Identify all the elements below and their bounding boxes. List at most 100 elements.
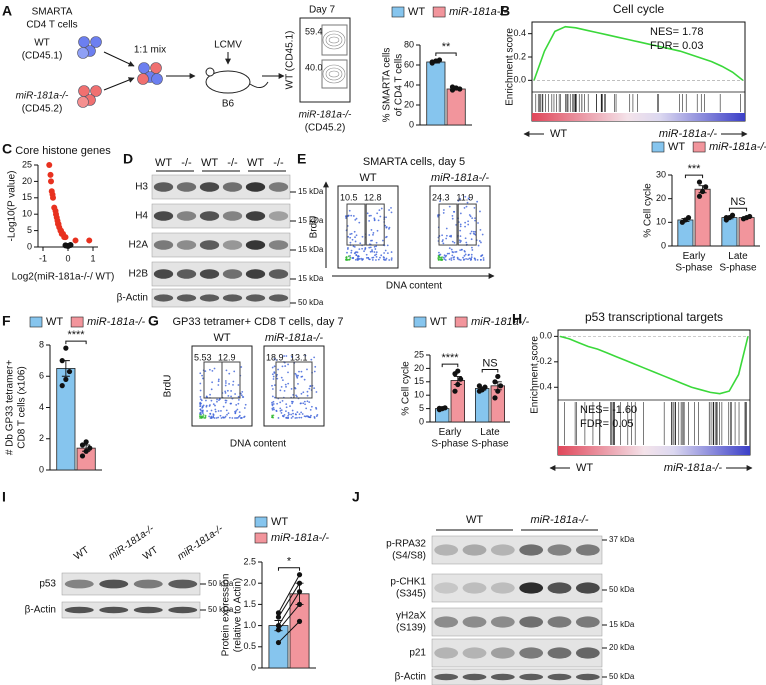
- flow-dot: [466, 201, 469, 204]
- flow-dot: [477, 244, 480, 247]
- flow-dot: [440, 259, 443, 261]
- flow-dot: [217, 416, 220, 419]
- significance-bracket: [65, 340, 87, 345]
- flow-dot: [211, 381, 214, 384]
- flow-dot: [455, 250, 458, 253]
- chart-title: p53 transcriptional targets: [585, 310, 723, 324]
- flow-dot: [227, 412, 230, 415]
- flow-dot: [464, 250, 466, 253]
- flow-dot: [210, 409, 213, 412]
- legend-swatch: [29, 316, 43, 328]
- data-point: [72, 237, 79, 244]
- flow-dot: [390, 258, 393, 261]
- data-point: [458, 376, 464, 382]
- mouse-ear: [205, 67, 215, 77]
- legend-label: WT: [668, 141, 685, 153]
- blot-band: [199, 240, 220, 250]
- y-tick-label: -0.2: [536, 356, 552, 366]
- label: WT: [550, 128, 567, 140]
- cell-icon: [90, 36, 102, 48]
- cell-icon: [137, 73, 149, 85]
- flow-dot: [313, 370, 316, 373]
- bar: [474, 388, 490, 423]
- flow-dot: [367, 256, 370, 259]
- flow-dot: [212, 414, 215, 416]
- y-axis-label: CD8 T cells (x106): [17, 366, 28, 448]
- blot-band: [99, 606, 129, 614]
- y-axis-label: of CD4 T cells: [394, 54, 405, 116]
- blot-band: [176, 269, 197, 279]
- flow-dot: [471, 246, 473, 249]
- data-point: [50, 194, 56, 201]
- gate: [293, 361, 313, 399]
- label: (S345): [396, 589, 426, 600]
- flow-dot: [271, 373, 274, 376]
- label: (CD45.2): [22, 104, 63, 115]
- flow-dot: [371, 250, 374, 253]
- gate: [365, 203, 385, 246]
- flow-dot: [243, 415, 246, 418]
- flow-dot: [205, 405, 208, 408]
- y-axis-label: % Cell cycle: [643, 183, 654, 238]
- y-tick-label: 80: [404, 39, 414, 49]
- flow-dot: [271, 416, 273, 419]
- flow-dot: [314, 365, 317, 368]
- flow-dot: [240, 394, 243, 397]
- flow-dot: [199, 411, 202, 414]
- x-tick-label: -1: [39, 253, 47, 263]
- legend-label: WT: [408, 6, 425, 18]
- flow-dot: [271, 401, 273, 404]
- flow-dot: [468, 257, 471, 260]
- flow-dot: [346, 251, 348, 254]
- flow-dot: [290, 417, 293, 419]
- label: 13.1: [290, 352, 308, 362]
- flow-dot: [279, 407, 282, 410]
- flow-dot: [462, 256, 464, 259]
- significance-label: NS: [482, 357, 497, 369]
- flow-dot: [281, 379, 284, 382]
- flow-dot: [305, 407, 308, 410]
- flow-dot: [460, 240, 462, 242]
- flow-dot: [228, 416, 231, 419]
- flow-dot: [295, 394, 297, 397]
- flow-dot: [282, 415, 284, 417]
- y-tick-label: 0: [409, 119, 414, 129]
- flow-dot: [346, 248, 349, 250]
- flow-dot: [482, 257, 485, 259]
- flow-dot: [204, 370, 207, 373]
- data-point: [48, 178, 54, 185]
- flow-dot: [386, 244, 389, 247]
- blot-band: [222, 269, 243, 279]
- flow-dot: [308, 387, 311, 390]
- y-tick-label: 0: [27, 241, 32, 251]
- blot-band: [547, 616, 572, 628]
- enrichment-curve: [559, 335, 749, 395]
- flow-dot: [201, 410, 204, 412]
- legend-swatch: [391, 6, 405, 18]
- blot-band: [268, 182, 289, 192]
- flow-dot: [376, 212, 379, 215]
- pair-line: [278, 591, 300, 626]
- flow-dot: [302, 402, 305, 405]
- flow-dot: [273, 372, 276, 374]
- flow-dot: [439, 200, 441, 203]
- flow-dot: [271, 408, 274, 411]
- flow-dot: [482, 259, 485, 261]
- flow-dot: [458, 258, 461, 261]
- flow-dot: [287, 371, 289, 374]
- flow-dot: [303, 378, 306, 381]
- flow-dot: [448, 247, 451, 250]
- flow-dot: [442, 242, 445, 245]
- flow-dot: [298, 413, 301, 416]
- flow-dot: [244, 403, 247, 406]
- flow-dot: [377, 219, 380, 222]
- flow-dot: [350, 249, 353, 252]
- flow-dot: [375, 245, 378, 248]
- blot-strip: [431, 535, 603, 565]
- flow-dot: [481, 254, 484, 256]
- enrichment-curve: [533, 25, 744, 81]
- data-point: [436, 405, 442, 411]
- flow-dot: [388, 209, 390, 211]
- y-tick-label: 0.4: [513, 28, 526, 38]
- label: (CD45.1): [22, 51, 63, 62]
